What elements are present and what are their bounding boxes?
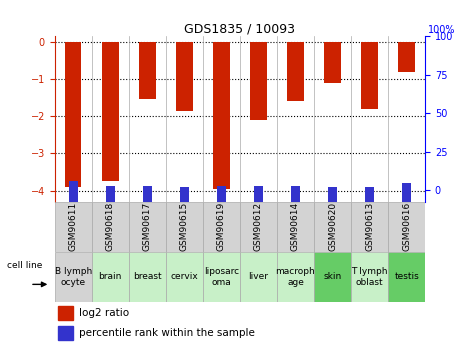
Bar (291, 186, 300, 202)
Bar (277, 202, 314, 252)
Bar (92, 202, 129, 252)
Bar (166, 252, 203, 302)
Text: liposarc
oma: liposarc oma (204, 267, 239, 287)
Bar (361, 42, 378, 109)
Bar (180, 187, 189, 202)
Text: T lymph
oblast: T lymph oblast (352, 267, 388, 287)
Bar (92, 252, 129, 302)
Bar (55, 202, 92, 252)
Bar (365, 187, 374, 202)
Bar (105, 186, 115, 202)
Bar (65, 42, 82, 187)
Bar (176, 42, 193, 111)
Text: cervix: cervix (171, 272, 198, 282)
Text: B lymph
ocyte: B lymph ocyte (55, 267, 92, 287)
Bar (250, 42, 267, 120)
Bar (351, 252, 388, 302)
Bar (139, 42, 156, 99)
Bar (166, 202, 203, 252)
Bar (402, 183, 411, 202)
Text: 100%: 100% (428, 25, 456, 35)
Text: skin: skin (323, 272, 342, 282)
Bar (129, 202, 166, 252)
Bar (102, 42, 119, 181)
Bar (287, 42, 304, 101)
Text: liver: liver (248, 272, 268, 282)
Text: brain: brain (98, 272, 122, 282)
Bar (314, 252, 351, 302)
Title: GDS1835 / 10093: GDS1835 / 10093 (184, 22, 295, 35)
Text: GSM90617: GSM90617 (143, 202, 152, 252)
Text: cell line: cell line (7, 262, 42, 270)
Bar (328, 187, 337, 202)
Text: GSM90614: GSM90614 (291, 202, 300, 252)
Bar (217, 186, 226, 202)
Bar (388, 202, 425, 252)
Bar (203, 252, 240, 302)
Bar (277, 252, 314, 302)
Bar (254, 186, 263, 202)
Bar (55, 252, 92, 302)
Text: macroph
age: macroph age (276, 267, 315, 287)
Bar (398, 42, 415, 72)
Bar (213, 42, 230, 189)
Bar (142, 186, 152, 202)
Bar (58, 326, 73, 339)
Text: GSM90619: GSM90619 (217, 202, 226, 252)
Bar (58, 306, 73, 320)
Text: GSM90613: GSM90613 (365, 202, 374, 252)
Text: percentile rank within the sample: percentile rank within the sample (79, 328, 255, 338)
Text: GSM90616: GSM90616 (402, 202, 411, 252)
Bar (240, 252, 277, 302)
Text: GSM90612: GSM90612 (254, 202, 263, 252)
Text: GSM90615: GSM90615 (180, 202, 189, 252)
Text: GSM90620: GSM90620 (328, 202, 337, 252)
Bar (129, 252, 166, 302)
Text: GSM90611: GSM90611 (69, 202, 77, 252)
Bar (388, 252, 425, 302)
Bar (203, 202, 240, 252)
Bar (68, 181, 78, 202)
Bar (240, 202, 277, 252)
Text: GSM90618: GSM90618 (106, 202, 114, 252)
Text: testis: testis (394, 272, 419, 282)
Text: log2 ratio: log2 ratio (79, 308, 129, 318)
Bar (324, 42, 341, 83)
Bar (351, 202, 388, 252)
Text: breast: breast (133, 272, 162, 282)
Bar (314, 202, 351, 252)
